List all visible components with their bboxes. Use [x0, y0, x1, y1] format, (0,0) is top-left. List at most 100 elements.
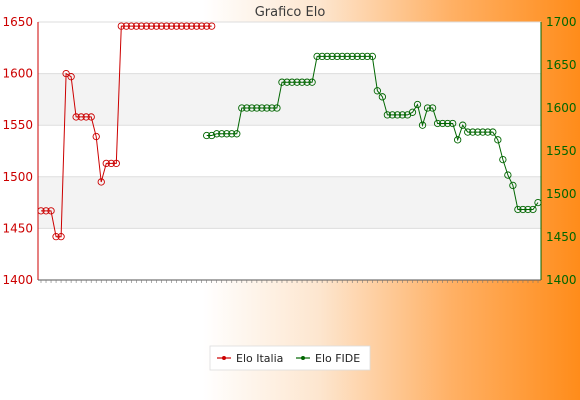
data-point — [529, 205, 537, 214]
data-point — [107, 159, 115, 168]
data-point — [388, 111, 397, 119]
y-left-tick-label: 1650 — [2, 15, 33, 29]
data-point — [223, 130, 231, 138]
data-point — [353, 52, 361, 61]
legend-label: Elo Italia — [236, 352, 283, 365]
data-point — [338, 52, 346, 61]
legend-label: Elo FIDE — [315, 352, 360, 365]
data-point — [152, 22, 161, 30]
data-point — [318, 52, 326, 61]
data-point — [243, 104, 251, 112]
y-right-tick-label: 1450 — [546, 230, 577, 244]
data-point — [67, 73, 75, 81]
data-point — [489, 128, 497, 136]
data-point — [333, 52, 341, 61]
y-left-tick-label: 1500 — [2, 170, 33, 184]
data-point — [77, 113, 85, 121]
data-point — [203, 131, 211, 140]
data-point — [443, 119, 452, 128]
data-point — [213, 130, 221, 138]
data-point — [263, 104, 271, 112]
data-point — [228, 130, 236, 138]
y-left-tick-label: 1450 — [2, 221, 33, 235]
data-point — [208, 22, 216, 30]
data-point — [47, 207, 55, 215]
data-point — [288, 78, 296, 86]
data-point — [428, 104, 437, 112]
data-point — [514, 205, 522, 214]
data-point — [479, 128, 487, 136]
data-point — [147, 22, 156, 30]
data-point — [177, 22, 186, 30]
data-point — [112, 159, 120, 168]
data-point — [413, 100, 422, 109]
data-point — [373, 87, 382, 95]
plot-area — [38, 22, 541, 280]
data-point — [197, 22, 206, 30]
data-point — [42, 207, 50, 215]
data-point — [248, 104, 256, 112]
data-point — [162, 22, 171, 30]
y-right-tick-label: 1650 — [546, 58, 577, 72]
data-point — [438, 119, 447, 128]
data-point — [117, 22, 125, 30]
legend-marker — [222, 356, 226, 360]
data-point — [494, 136, 502, 144]
y-right-tick-label: 1400 — [546, 273, 577, 287]
grid-band — [38, 73, 541, 126]
data-point — [484, 128, 492, 136]
data-point — [142, 22, 151, 30]
data-point — [52, 233, 60, 241]
series-line — [206, 55, 539, 210]
data-point — [383, 111, 392, 119]
data-point — [519, 205, 527, 214]
data-point — [218, 130, 226, 138]
data-point — [203, 22, 211, 30]
data-point — [323, 52, 331, 61]
series-elo-italia — [37, 22, 216, 241]
data-point — [102, 159, 110, 168]
data-point — [378, 93, 387, 101]
data-point — [433, 119, 442, 128]
data-point — [423, 104, 432, 112]
data-point — [348, 52, 356, 61]
y-right-tick-label: 1600 — [546, 101, 577, 115]
data-point — [122, 22, 130, 30]
data-point — [132, 22, 141, 30]
data-point — [258, 104, 266, 112]
y-left-tick-label: 1400 — [2, 273, 33, 287]
data-point — [293, 78, 301, 86]
data-point — [278, 78, 286, 86]
data-point — [524, 205, 532, 214]
data-point — [418, 121, 427, 129]
data-point — [469, 128, 477, 136]
data-point — [208, 131, 216, 140]
y-right-tick-label: 1700 — [546, 15, 577, 29]
data-point — [393, 111, 402, 119]
data-point — [343, 52, 351, 61]
data-point — [87, 113, 95, 121]
data-point — [72, 113, 80, 121]
data-point — [273, 104, 281, 112]
chart-title: Grafico Elo — [255, 5, 326, 20]
data-point — [298, 78, 306, 86]
data-point — [358, 52, 366, 61]
data-point — [313, 52, 321, 61]
legend: Elo Italia Elo FIDE — [209, 345, 371, 371]
data-point — [499, 155, 507, 164]
data-point — [474, 128, 482, 136]
data-point — [137, 22, 146, 30]
data-point — [328, 52, 336, 61]
data-point — [308, 78, 316, 86]
data-point — [454, 136, 462, 144]
data-point — [167, 22, 176, 30]
grid-band — [38, 176, 541, 229]
data-point — [127, 22, 136, 30]
data-point — [82, 113, 90, 121]
data-point — [253, 104, 261, 112]
data-point — [459, 121, 467, 129]
data-point — [187, 22, 196, 30]
data-point — [157, 22, 166, 30]
